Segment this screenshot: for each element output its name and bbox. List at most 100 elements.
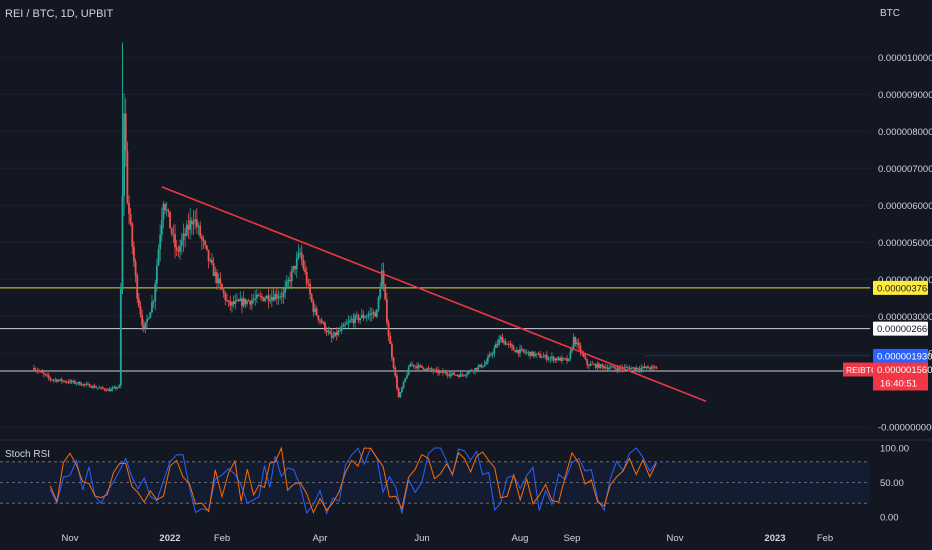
candle	[47, 372, 50, 381]
candle	[450, 370, 452, 379]
stoch-k-line	[49, 446, 657, 516]
candle	[192, 210, 195, 235]
candle	[425, 367, 428, 371]
candle	[124, 98, 127, 167]
candle	[200, 233, 203, 250]
candle	[360, 308, 363, 319]
candle	[149, 311, 152, 319]
candle	[224, 291, 227, 306]
candle	[435, 367, 438, 374]
candle	[184, 227, 186, 248]
candle	[467, 370, 470, 376]
candle	[195, 208, 198, 234]
candle	[647, 364, 649, 369]
candle	[289, 271, 292, 288]
candle	[392, 356, 395, 370]
candle	[249, 300, 252, 310]
candle	[282, 288, 285, 304]
candle	[129, 207, 132, 227]
price-tick-label: 0.000010000	[878, 53, 932, 64]
candle	[280, 288, 283, 304]
candle	[648, 366, 651, 372]
candle	[495, 341, 497, 349]
price-tick-label: 0.000008000	[878, 127, 932, 138]
candle	[57, 379, 60, 383]
time-tick-label: Feb	[817, 533, 833, 544]
candle	[207, 249, 210, 269]
last-price-tag: REIBTC 0.000001560 16:40:51	[843, 362, 932, 391]
candle	[399, 391, 402, 399]
candle	[389, 332, 392, 345]
candle	[515, 346, 518, 354]
candle	[83, 383, 86, 387]
candle	[520, 345, 523, 352]
candle	[375, 309, 378, 319]
candle	[88, 383, 91, 388]
candle	[185, 220, 188, 237]
time-tick-label: Aug	[512, 533, 529, 544]
candle	[174, 224, 176, 259]
price-tag: 0.000002666	[873, 321, 932, 336]
candle	[284, 279, 287, 299]
last-price-symbol: REIBTC	[846, 365, 877, 375]
candle	[212, 257, 215, 277]
candle	[82, 383, 85, 387]
time-axis[interactable]: Nov 2022 Feb Apr Jun Aug Sep Nov 2023 Feb	[62, 533, 834, 544]
candle	[430, 366, 433, 373]
candle	[265, 294, 268, 299]
candle	[352, 313, 355, 328]
candle	[549, 356, 552, 364]
candle	[70, 379, 73, 385]
candle	[501, 333, 504, 343]
candle	[105, 388, 107, 393]
candle	[250, 293, 253, 311]
candle	[438, 369, 441, 376]
candle	[285, 275, 288, 290]
candle	[151, 295, 153, 314]
candle	[55, 378, 58, 384]
candle	[59, 379, 62, 382]
candle	[638, 365, 641, 373]
candle	[36, 367, 39, 374]
candle	[391, 341, 393, 362]
candle	[480, 363, 483, 369]
time-tick-label: Sep	[564, 533, 581, 544]
candle	[78, 380, 81, 386]
trendline[interactable]	[161, 186, 707, 403]
candle	[545, 351, 548, 363]
candle	[562, 357, 565, 361]
candle	[116, 386, 119, 390]
candle	[512, 344, 515, 351]
candle	[231, 300, 233, 313]
candle	[454, 374, 457, 377]
candle	[369, 307, 372, 322]
candle	[340, 322, 343, 335]
price-tick-label: 0.000003000	[878, 312, 932, 323]
candle	[511, 342, 513, 351]
time-tick-label: 2022	[159, 533, 180, 544]
candle	[221, 283, 223, 290]
candle	[77, 381, 80, 386]
candle	[556, 356, 558, 363]
candle	[194, 210, 197, 230]
candle	[584, 353, 587, 361]
candle	[339, 325, 341, 332]
candle	[330, 329, 333, 343]
candle	[506, 343, 509, 345]
candle	[144, 322, 147, 334]
candle	[488, 351, 491, 358]
candle	[260, 292, 263, 302]
candle	[577, 338, 580, 350]
candle	[206, 245, 208, 252]
candle	[572, 333, 575, 350]
candle	[427, 365, 430, 372]
trendline-segment[interactable]	[161, 186, 707, 403]
candle	[522, 348, 525, 354]
candle	[72, 379, 75, 385]
candle	[529, 351, 531, 360]
candle	[49, 376, 52, 383]
candle	[319, 318, 321, 325]
candle	[87, 381, 89, 385]
candle	[190, 217, 193, 235]
